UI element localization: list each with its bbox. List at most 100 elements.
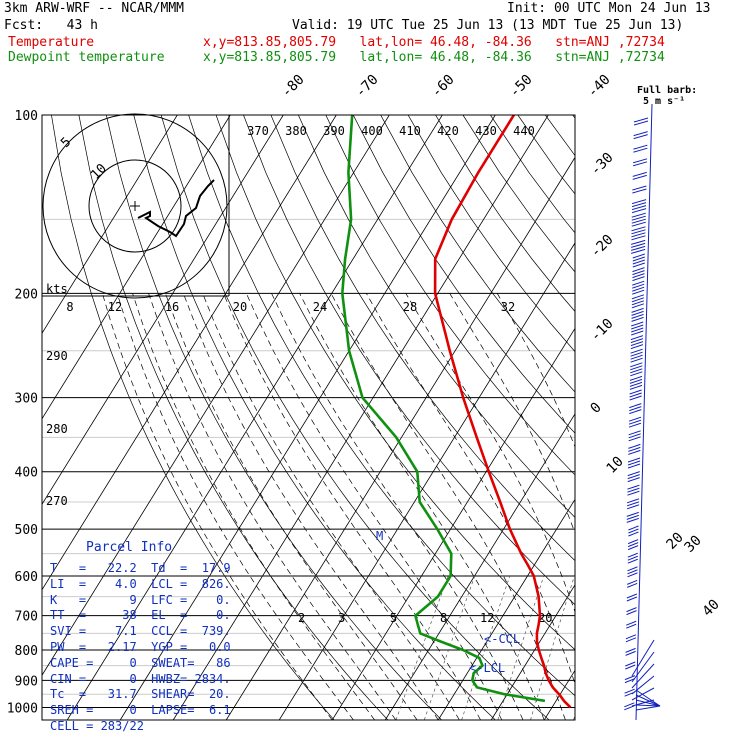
wind-barb <box>629 406 642 412</box>
wind-barb <box>627 471 640 477</box>
wind-barb <box>631 226 646 232</box>
wind-barb <box>627 539 639 545</box>
wind-barb <box>631 199 647 205</box>
mixing-ratio-label: 3 <box>338 611 345 625</box>
isotherm-line <box>384 413 575 720</box>
wind-barb <box>626 498 640 504</box>
wind-barb <box>630 341 644 347</box>
wind-barb <box>631 699 655 707</box>
wind-barb <box>630 371 643 377</box>
isotherm-line <box>703 115 740 720</box>
wind-barb <box>627 558 639 564</box>
dry-adiabat-line <box>517 115 575 195</box>
valid-time: Valid: 19 UTC Tue 25 Jun 13 (13 MDT Tue … <box>292 18 684 33</box>
wind-barb <box>625 661 636 667</box>
wind-barb <box>628 419 642 425</box>
wind-barb <box>632 283 645 289</box>
wind-barb <box>629 403 642 409</box>
wind-barb <box>627 457 641 463</box>
wind-barb <box>632 270 645 276</box>
dry-adiabat-line <box>435 115 575 312</box>
dry-adiabat-line <box>544 115 575 157</box>
isotherm-label: 20 <box>664 530 687 553</box>
wind-barb <box>630 357 643 363</box>
wind-barb <box>628 433 641 439</box>
wind-barb <box>629 409 642 415</box>
wind-barb <box>632 276 645 282</box>
theta-label: 430 <box>475 124 497 138</box>
moist-adiabat-line <box>116 293 354 720</box>
parcel-info-row: T = 22.2 Td = 17.9 <box>50 561 231 575</box>
wind-barb <box>628 449 641 455</box>
theta-e-label: 280 <box>46 422 68 436</box>
wind-barb <box>630 239 646 245</box>
wind-barb <box>631 300 645 306</box>
dewpoint-location: x,y=813.85,805.79 lat,lon= 46.48, -84.36… <box>203 50 665 65</box>
mixing-ratio-label: 12 <box>480 611 494 625</box>
wind-barb <box>633 144 648 150</box>
dry-adiabat-line <box>490 115 575 234</box>
wind-barb <box>631 221 646 227</box>
moist-adiabat-line <box>202 293 460 720</box>
hodo-speed-label: 24 <box>313 300 327 314</box>
hodograph-trace <box>137 179 215 238</box>
isotherm-line <box>66 115 443 720</box>
wind-barb <box>633 117 649 123</box>
wind-barb <box>631 330 644 336</box>
parcel-info-row: CIN = 0 HWBZ= 2834. <box>50 671 231 686</box>
moist-adiabat-line <box>245 293 503 720</box>
wind-barb <box>626 623 637 629</box>
pressure-tick-label: 400 <box>15 466 38 481</box>
moist-adiabat-line <box>148 293 397 720</box>
dry-adiabat-line <box>270 115 575 562</box>
mixing-ratio-label: 2 <box>298 611 305 625</box>
isotherm-line <box>543 669 575 720</box>
wind-barb <box>631 687 655 701</box>
theta-label: 400 <box>361 124 383 138</box>
wind-barb <box>631 235 646 241</box>
wind-barb <box>628 531 639 537</box>
hodo-ring <box>42 113 228 299</box>
wind-barb <box>635 694 661 707</box>
theta-label: 420 <box>437 124 459 138</box>
hodo-speed-label: 12 <box>108 300 122 314</box>
moist-adiabat-line <box>496 293 575 448</box>
wind-barb <box>631 313 644 319</box>
wind-barb <box>631 321 644 327</box>
hodo-ring-label: 5 <box>58 135 74 151</box>
wind-barb <box>626 514 639 520</box>
wind-barb <box>628 436 641 442</box>
wind-barb <box>631 651 655 683</box>
wind-barb <box>624 705 635 711</box>
wind-barb <box>629 384 643 390</box>
wind-barb <box>630 338 644 344</box>
wind-barb <box>627 555 639 561</box>
mixing-ratio-line <box>573 713 575 720</box>
wind-barb <box>632 188 647 194</box>
wind-barb <box>630 348 643 354</box>
wind-barb <box>632 256 645 262</box>
wind-barb <box>632 174 647 180</box>
isotherm-line <box>42 115 178 335</box>
hodo-ring-label: 10 <box>88 161 110 183</box>
pressure-tick-label: 200 <box>15 287 38 302</box>
dewpoint-profile <box>340 115 546 703</box>
hodo-speed-label: 20 <box>233 300 247 314</box>
wind-barb <box>635 699 661 707</box>
isotherm-line <box>490 584 575 720</box>
wind-barb <box>631 294 645 300</box>
wind-barb <box>632 161 648 167</box>
isotherm-label: -10 <box>588 316 617 345</box>
wind-barb <box>632 171 647 177</box>
temperature-location: x,y=813.85,805.79 lat,lon= 46.48, -84.36… <box>203 35 665 50</box>
wind-barb <box>625 634 637 640</box>
parcel-info-title: Parcel Info <box>86 540 173 555</box>
wind-barb <box>630 354 643 360</box>
wind-barb <box>630 245 646 251</box>
parcel-info-row: SVI = 7.1 CCL = 739. <box>50 624 231 639</box>
moist-adiabat-line <box>330 293 566 720</box>
theta-e-label: 270 <box>46 494 68 508</box>
hodo-kts-label: kts <box>46 282 68 296</box>
